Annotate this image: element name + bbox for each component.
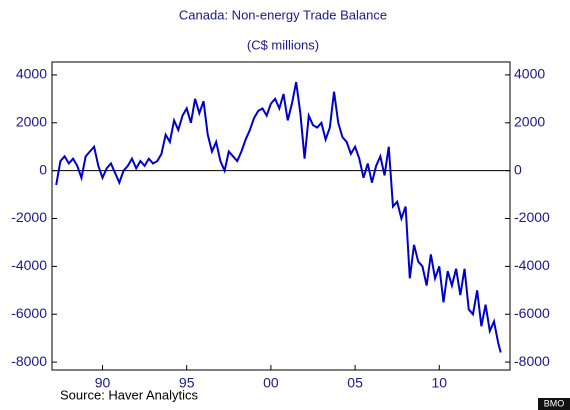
- source: Source: Haver Analytics: [60, 387, 199, 402]
- y2-tick-label: 0: [514, 161, 522, 177]
- x-tick-label: 95: [179, 375, 195, 391]
- y-tick-label: 2000: [16, 113, 47, 129]
- y-tick-label: -4000: [11, 257, 47, 273]
- y-tick-label: 4000: [16, 66, 47, 82]
- y2-tick-label: -4000: [514, 257, 550, 273]
- chart-subtitle: (C$ millions): [247, 37, 319, 52]
- x-tick-label: 05: [347, 375, 363, 391]
- y2-tick-label: -6000: [514, 305, 550, 321]
- x-tick-label: 10: [431, 375, 447, 391]
- y-tick-label: -6000: [11, 305, 47, 321]
- chart-title: Canada: Non-energy Trade Balance: [179, 7, 387, 22]
- x-tick-label: 90: [95, 375, 111, 391]
- y-tick-label: 0: [39, 161, 47, 177]
- y2-tick-label: 2000: [514, 113, 545, 129]
- watermark: BMO: [544, 398, 565, 408]
- watermark-box: [538, 398, 570, 410]
- data-line: [55, 81, 502, 353]
- plot-frame: [51, 61, 511, 371]
- y2-tick-label: -8000: [514, 353, 550, 369]
- y-tick-label: -8000: [11, 353, 47, 369]
- y2-tick-label: -2000: [514, 209, 550, 225]
- y2-tick-label: 4000: [514, 66, 545, 82]
- y-tick-label: -2000: [11, 209, 47, 225]
- x-tick-label: 00: [263, 375, 279, 391]
